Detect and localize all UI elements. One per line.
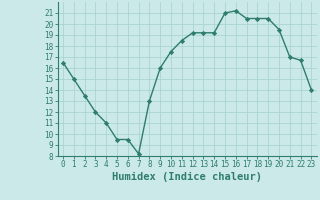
X-axis label: Humidex (Indice chaleur): Humidex (Indice chaleur) [112,172,262,182]
